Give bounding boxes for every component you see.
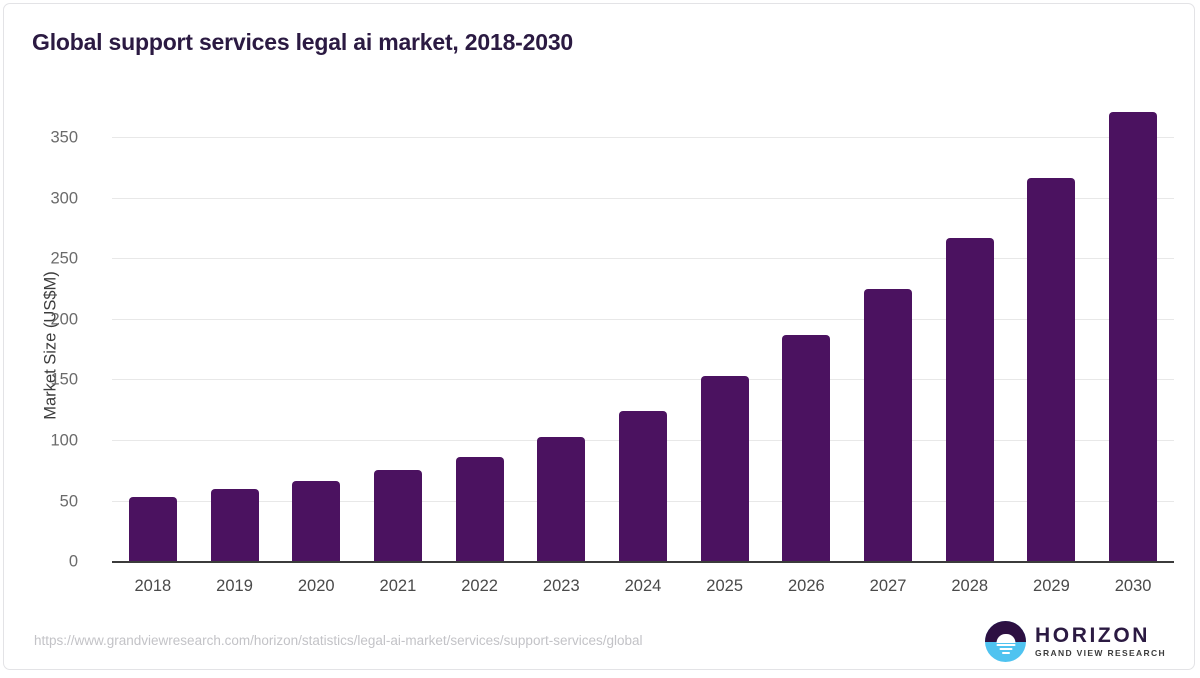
x-axis-tick-label: 2025 bbox=[706, 577, 744, 595]
bar[interactable] bbox=[455, 456, 504, 562]
bar-slot: 2025 bbox=[684, 107, 766, 595]
logo-text: HORIZON GRAND VIEW RESEARCH bbox=[1035, 625, 1166, 658]
bar-slot: 2021 bbox=[357, 107, 439, 595]
y-axis-tick-label: 300 bbox=[50, 189, 78, 208]
bar-slot: 2027 bbox=[847, 107, 929, 595]
x-axis-tick-label: 2021 bbox=[379, 577, 417, 595]
logo-sun-shape bbox=[996, 633, 1016, 644]
bar[interactable] bbox=[1027, 178, 1076, 562]
bar[interactable] bbox=[210, 489, 259, 562]
gridline bbox=[112, 379, 1174, 381]
y-axis-tick-label: 50 bbox=[59, 492, 78, 510]
bar-slot: 2030 bbox=[1092, 107, 1174, 595]
horizon-sunrise-icon bbox=[985, 621, 1027, 662]
x-axis-tick-label: 2030 bbox=[1114, 577, 1152, 595]
x-axis-tick-label: 2027 bbox=[869, 577, 907, 595]
x-axis-line bbox=[112, 561, 1174, 563]
x-axis-tick-label: 2029 bbox=[1033, 577, 1070, 595]
y-axis-tick-label: 250 bbox=[50, 249, 78, 268]
bar-slot: 2028 bbox=[929, 107, 1011, 595]
y-axis-tick-label: 100 bbox=[50, 431, 78, 450]
x-axis-tick-label: 2028 bbox=[951, 577, 989, 595]
bar[interactable] bbox=[373, 470, 422, 562]
gridline bbox=[112, 137, 1174, 139]
y-axis-tick-label: 0 bbox=[68, 552, 78, 571]
bar[interactable] bbox=[1109, 111, 1158, 562]
bar[interactable] bbox=[128, 496, 177, 562]
y-axis-tick-label: 150 bbox=[50, 370, 78, 389]
bar-slot: 2023 bbox=[520, 107, 602, 595]
bar[interactable] bbox=[945, 237, 994, 562]
x-axis-tick-label: 2026 bbox=[787, 577, 825, 595]
x-axis-tick-label: 2019 bbox=[216, 577, 253, 595]
logo-ray-1 bbox=[996, 643, 1016, 646]
horizon-logo[interactable]: HORIZON GRAND VIEW RESEARCH bbox=[985, 621, 1166, 662]
x-axis-tick-label: 2023 bbox=[542, 577, 580, 595]
x-axis-tick-label: 2018 bbox=[134, 577, 172, 595]
bar-series: 2018 2019 2020 2021 2022 2023 2024 2025 2026 2027… bbox=[112, 107, 1174, 595]
bar-slot: 2024 bbox=[602, 107, 684, 595]
bar-slot: 2020 bbox=[275, 107, 357, 595]
logo-wordmark: HORIZON bbox=[1035, 624, 1151, 648]
logo-ray-2 bbox=[999, 648, 1013, 651]
x-axis-tick-label: 2024 bbox=[624, 577, 662, 595]
bar-slot: 2018 bbox=[112, 107, 194, 595]
page-title: Global support services legal ai market,… bbox=[32, 29, 574, 55]
logo-ray-3 bbox=[1001, 652, 1010, 655]
bar-slot: 2022 bbox=[439, 107, 521, 595]
bar[interactable] bbox=[292, 480, 341, 562]
bar[interactable] bbox=[618, 410, 667, 562]
logo-tagline: GRAND VIEW RESEARCH bbox=[1035, 648, 1166, 659]
logo-top-half bbox=[985, 621, 1027, 642]
gridline bbox=[112, 318, 1174, 320]
chart-plot-wrapper: Market Size (US$M) 0 50 100 150 200 250 300 350… bbox=[4, 4, 1194, 669]
bar[interactable] bbox=[782, 334, 831, 562]
bar-slot: 2029 bbox=[1011, 107, 1093, 595]
x-axis-tick-label: 2020 bbox=[297, 577, 335, 595]
gridline bbox=[112, 197, 1174, 199]
bar-slot: 2026 bbox=[766, 107, 848, 595]
bar[interactable] bbox=[700, 375, 749, 562]
plot-area: 0 50 100 150 200 250 300 350 2018 2019 2020 2021 20… bbox=[50, 107, 1174, 595]
x-axis-tick-label: 2022 bbox=[461, 577, 498, 595]
y-axis-tick-label: 350 bbox=[50, 128, 78, 147]
gridline bbox=[112, 258, 1174, 260]
y-axis-tick-label: 200 bbox=[50, 310, 78, 329]
chart-card: Global support services legal ai market,… bbox=[3, 3, 1195, 670]
bar-slot: 2019 bbox=[194, 107, 276, 595]
bar[interactable] bbox=[537, 437, 586, 562]
source-url[interactable]: https://www.grandviewresearch.com/horizo… bbox=[34, 633, 643, 648]
bar[interactable] bbox=[864, 288, 913, 562]
